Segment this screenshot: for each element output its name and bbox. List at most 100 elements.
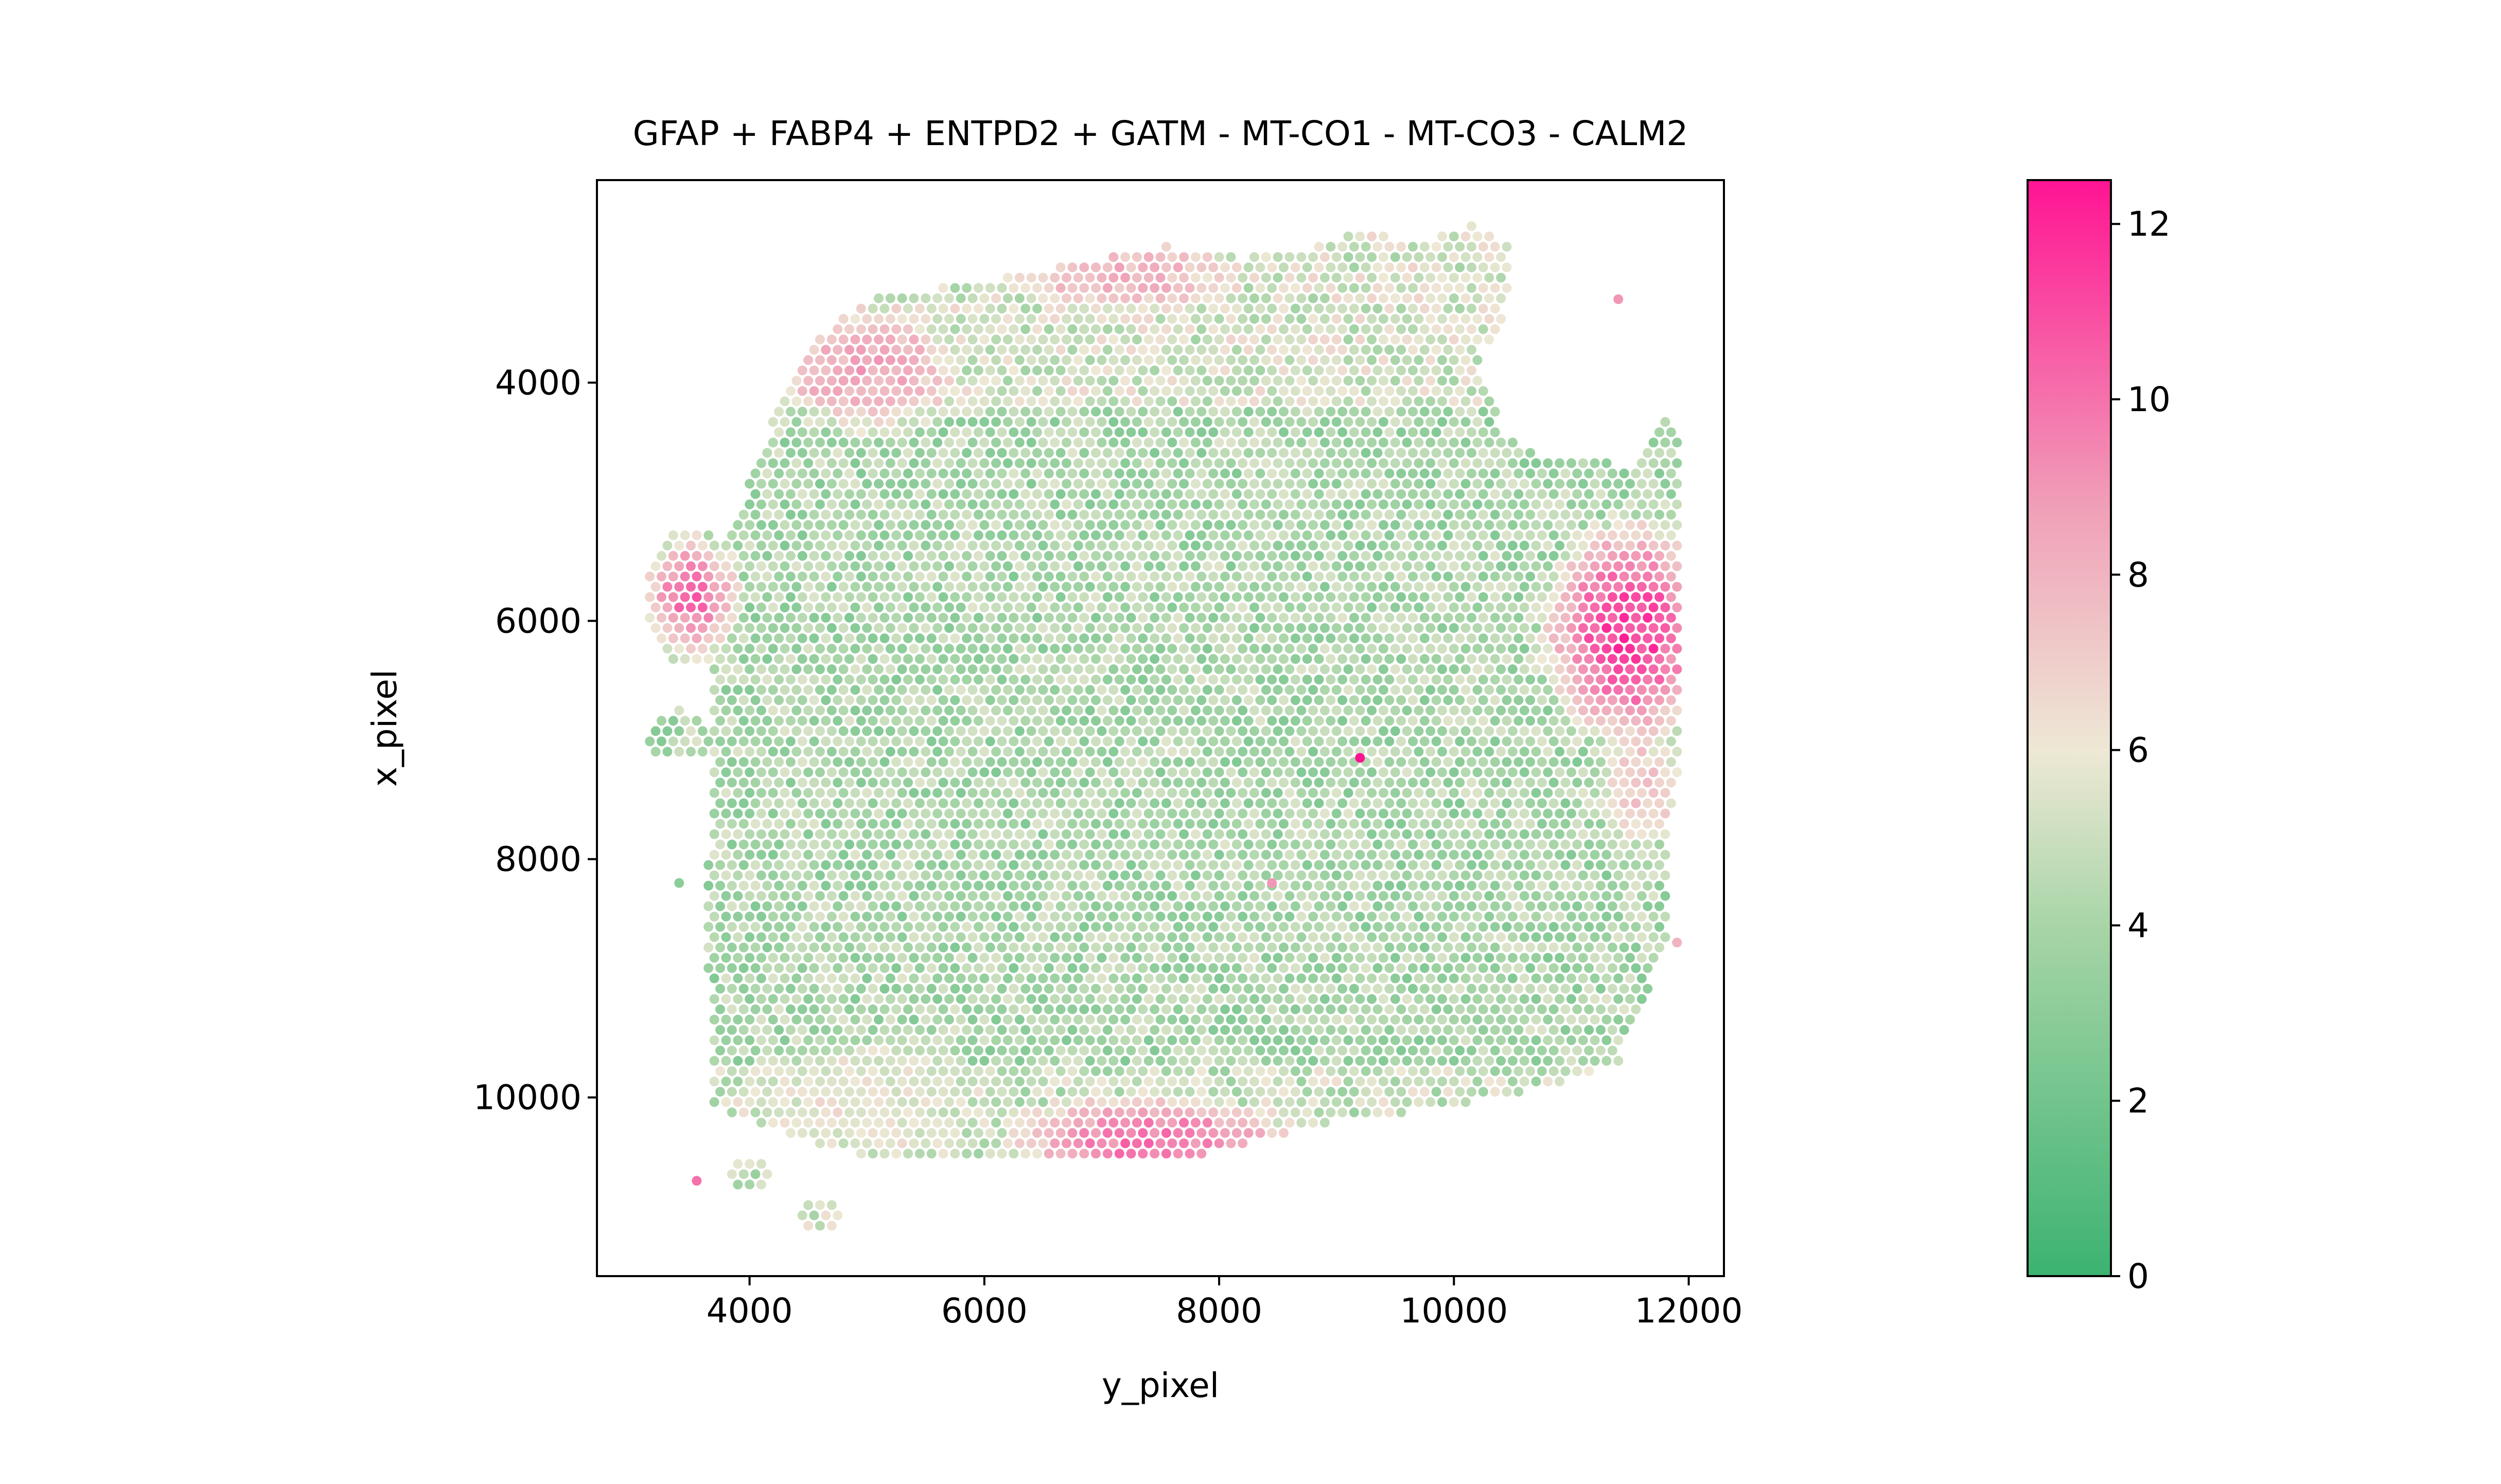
- spot: [785, 613, 796, 623]
- spot: [1085, 293, 1095, 304]
- spot: [1085, 808, 1095, 819]
- spot: [1660, 747, 1670, 757]
- spot: [1337, 448, 1348, 458]
- spot: [1572, 757, 1582, 767]
- spot: [1155, 417, 1166, 427]
- spot: [1455, 448, 1465, 458]
- spot: [1190, 829, 1201, 839]
- spot: [1114, 901, 1124, 911]
- spot: [885, 829, 895, 839]
- spot: [1560, 633, 1571, 643]
- spot: [1302, 901, 1312, 911]
- spot: [914, 860, 925, 870]
- spot: [1384, 345, 1395, 355]
- spot: [1102, 509, 1113, 520]
- spot: [1478, 427, 1488, 437]
- spot: [1114, 860, 1124, 870]
- spot: [838, 561, 849, 571]
- spot: [1150, 613, 1160, 623]
- spot: [897, 623, 907, 633]
- spot: [1079, 509, 1089, 520]
- spot: [1055, 675, 1066, 685]
- spot: [1467, 262, 1476, 273]
- spot: [715, 860, 725, 870]
- spot: [862, 334, 872, 345]
- spot: [967, 644, 978, 654]
- spot: [1308, 603, 1318, 612]
- spot: [791, 726, 802, 736]
- spot: [1566, 623, 1576, 633]
- spot: [891, 345, 902, 355]
- spot: [1002, 685, 1013, 695]
- spot: [1255, 324, 1265, 334]
- spot: [1138, 304, 1148, 314]
- spot: [1284, 911, 1295, 922]
- spot: [1390, 273, 1400, 283]
- spot: [1261, 623, 1271, 633]
- spot: [1273, 788, 1283, 798]
- spot: [997, 798, 1007, 808]
- spot: [756, 747, 766, 757]
- spot: [1414, 540, 1424, 551]
- spot: [1091, 551, 1101, 561]
- spot: [791, 685, 802, 695]
- spot: [1143, 644, 1154, 654]
- spot: [1196, 860, 1207, 870]
- spot: [1067, 922, 1078, 932]
- spot: [1402, 540, 1412, 551]
- spot: [897, 891, 907, 901]
- spot: [821, 365, 831, 376]
- spot: [1120, 767, 1131, 778]
- spot: [1384, 242, 1395, 252]
- spot: [1326, 654, 1336, 664]
- spot: [1261, 870, 1271, 880]
- spot: [1020, 736, 1031, 747]
- spot: [1261, 252, 1271, 262]
- spot: [1055, 509, 1066, 520]
- spot: [1273, 726, 1283, 736]
- spot: [1525, 695, 1536, 705]
- spot: [1572, 551, 1582, 561]
- spot: [979, 850, 990, 860]
- spot: [1126, 386, 1136, 396]
- spot: [1654, 509, 1664, 520]
- spot: [1619, 922, 1629, 932]
- spot: [762, 778, 772, 788]
- spot: [1619, 716, 1629, 726]
- spot: [1261, 685, 1271, 695]
- spot: [1643, 613, 1653, 623]
- spot: [1502, 922, 1512, 932]
- spot: [1279, 654, 1289, 664]
- spot: [973, 365, 983, 376]
- spot: [1431, 407, 1441, 417]
- spot: [1126, 819, 1136, 829]
- spot: [1026, 911, 1036, 922]
- spot: [909, 293, 919, 304]
- spot: [1044, 324, 1054, 334]
- spot: [985, 386, 995, 396]
- spot: [1267, 262, 1277, 273]
- spot: [1032, 324, 1042, 334]
- spot: [1590, 644, 1600, 654]
- spot: [797, 613, 807, 623]
- spot: [1302, 613, 1312, 623]
- spot: [944, 314, 954, 324]
- spot: [1267, 592, 1277, 602]
- spot: [745, 747, 755, 757]
- spot: [1343, 891, 1353, 901]
- spot: [1108, 664, 1119, 675]
- spot: [1619, 613, 1629, 623]
- spot: [885, 581, 895, 592]
- spot: [1460, 664, 1471, 675]
- spot: [1132, 334, 1142, 345]
- spot: [727, 757, 737, 767]
- spot: [821, 509, 831, 520]
- spot: [956, 664, 966, 675]
- spot: [1302, 922, 1312, 932]
- spot: [1243, 551, 1254, 561]
- spot: [733, 705, 743, 716]
- spot: [1167, 458, 1177, 468]
- spot: [856, 757, 866, 767]
- spot: [1067, 757, 1078, 767]
- spot: [1566, 788, 1576, 798]
